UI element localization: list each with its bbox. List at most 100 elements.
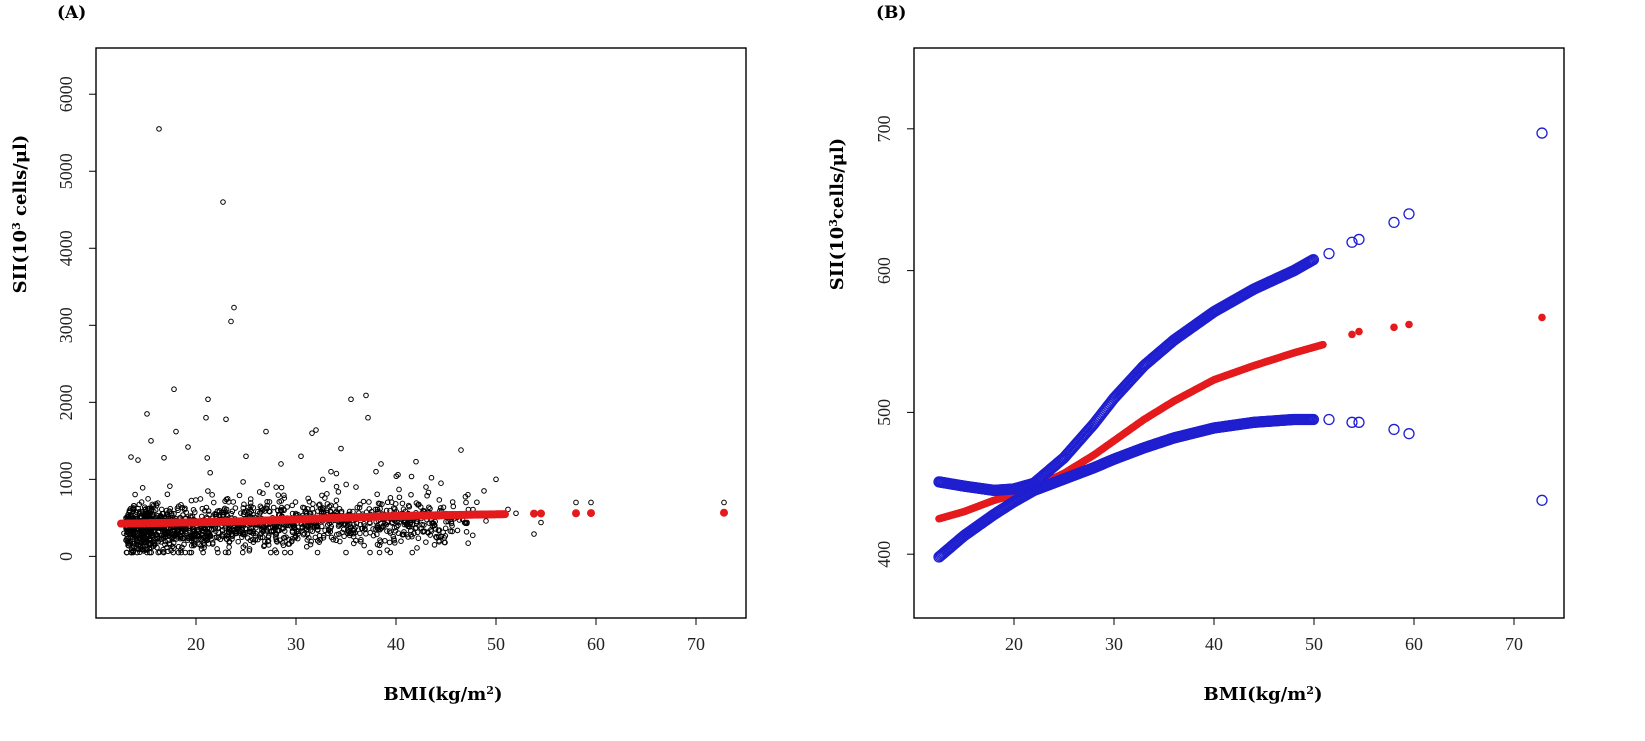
a-obs-point	[268, 529, 275, 535]
a-obs-point	[127, 540, 134, 546]
a-obs-point	[280, 542, 287, 549]
a-y-tick-label-3: 3000	[56, 307, 76, 343]
a-obs-point	[133, 541, 139, 548]
a-obs-point	[201, 541, 208, 548]
a-obs-point	[164, 491, 171, 498]
panel-a-y-label: SII(103 cells/μl)	[10, 135, 32, 294]
a-obs-point	[206, 511, 212, 518]
a-obs-point	[314, 537, 321, 544]
a-obs-point	[405, 519, 411, 526]
a-obs-point	[423, 484, 429, 490]
a-obs-point	[343, 549, 349, 556]
a-obs-point	[326, 527, 332, 534]
a-obs-point	[350, 508, 356, 515]
a-obs-point	[190, 507, 197, 513]
a-obs-point	[449, 499, 456, 505]
a-obs-point	[319, 492, 325, 499]
a-obs-point	[378, 461, 384, 467]
a-obs-point	[263, 428, 269, 435]
a-obs-point	[427, 505, 433, 512]
a-obs-point	[313, 427, 319, 433]
a-obs-point	[354, 504, 361, 511]
a-obs-point	[206, 530, 213, 537]
b-y-tick-label-3: 700	[874, 115, 894, 142]
a-y-tick-label-5: 5000	[56, 153, 76, 189]
a-obs-point	[137, 543, 144, 550]
a-obs-point	[278, 504, 285, 511]
a-obs-point	[161, 454, 167, 461]
b-fitted-point	[1319, 340, 1327, 349]
a-obs-point	[175, 543, 182, 550]
a-obs-point	[360, 498, 367, 505]
a-obs-point	[162, 533, 169, 540]
a-obs-point	[431, 542, 438, 548]
b-fitted-point	[1538, 313, 1546, 322]
a-obs-point	[588, 499, 594, 506]
a-obs-point	[465, 491, 471, 498]
a-obs-point	[474, 499, 480, 506]
a-obs-point	[292, 499, 299, 505]
a-obs-point	[258, 530, 265, 536]
a-obs-point	[469, 532, 476, 539]
a-obs-point	[205, 531, 212, 538]
a-obs-point	[350, 540, 357, 547]
a-obs-point	[270, 504, 277, 511]
a-obs-point	[298, 453, 304, 460]
a-obs-point	[339, 529, 345, 536]
a-x-tick-label-0: 20	[187, 634, 205, 654]
a-obs-point	[160, 549, 166, 555]
a-obs-point	[132, 491, 138, 498]
a-x-tick-label-4: 60	[587, 634, 605, 654]
a-obs-point	[226, 544, 232, 550]
a-obs-point	[285, 541, 292, 547]
a-obs-point	[205, 396, 211, 403]
a-obs-point	[396, 486, 402, 493]
b-x-tick-label-3: 50	[1305, 634, 1323, 654]
panel-b-frame	[913, 47, 1565, 619]
a-obs-point	[267, 549, 274, 556]
a-obs-point	[239, 531, 246, 537]
a-obs-point	[316, 532, 323, 539]
a-obs-point	[213, 511, 220, 518]
a-x-tick-label-5: 70	[687, 634, 705, 654]
a-obs-point	[420, 528, 426, 534]
a-y-tick-label-1: 1000	[56, 461, 76, 497]
a-obs-point	[258, 526, 265, 532]
a-obs-point	[400, 532, 406, 538]
a-obs-point	[275, 492, 282, 498]
a-fitted-point	[720, 508, 728, 517]
a-obs-point	[273, 484, 279, 490]
a-obs-point	[141, 504, 148, 511]
a-obs-point	[357, 501, 363, 508]
a-obs-point	[197, 496, 204, 502]
a-obs-point	[191, 532, 198, 539]
a-obs-point	[161, 530, 168, 536]
a-obs-point	[241, 501, 247, 508]
a-obs-point	[192, 497, 199, 503]
a-obs-point	[128, 454, 134, 460]
b-upper-95-CI-point	[1403, 208, 1415, 220]
a-obs-point	[141, 548, 147, 554]
a-obs-point	[175, 549, 182, 556]
a-obs-point	[374, 491, 380, 498]
a-obs-point	[324, 501, 331, 507]
a-obs-point	[201, 538, 207, 544]
a-obs-point	[129, 527, 136, 533]
a-obs-point	[531, 531, 537, 537]
a-obs-point	[376, 542, 383, 549]
a-obs-point	[328, 468, 334, 475]
a-fitted-point	[530, 509, 538, 518]
a-obs-point	[156, 126, 162, 132]
a-obs-point	[247, 500, 254, 506]
a-x-tick-label-3: 50	[487, 634, 505, 654]
a-obs-point	[131, 502, 137, 509]
a-fitted-point	[572, 509, 580, 518]
b-fitted-point	[1390, 323, 1398, 332]
a-obs-point	[308, 538, 314, 545]
panel-a: (A) 20 30 40 50 60 70 0 1000 2000 3000 4000 5000 600…	[10, 3, 747, 705]
a-obs-point	[205, 488, 211, 494]
a-obs-point	[436, 497, 443, 503]
b-lower-95-CI-point	[1403, 428, 1415, 440]
a-obs-point	[363, 392, 369, 399]
a-obs-point	[416, 501, 422, 508]
